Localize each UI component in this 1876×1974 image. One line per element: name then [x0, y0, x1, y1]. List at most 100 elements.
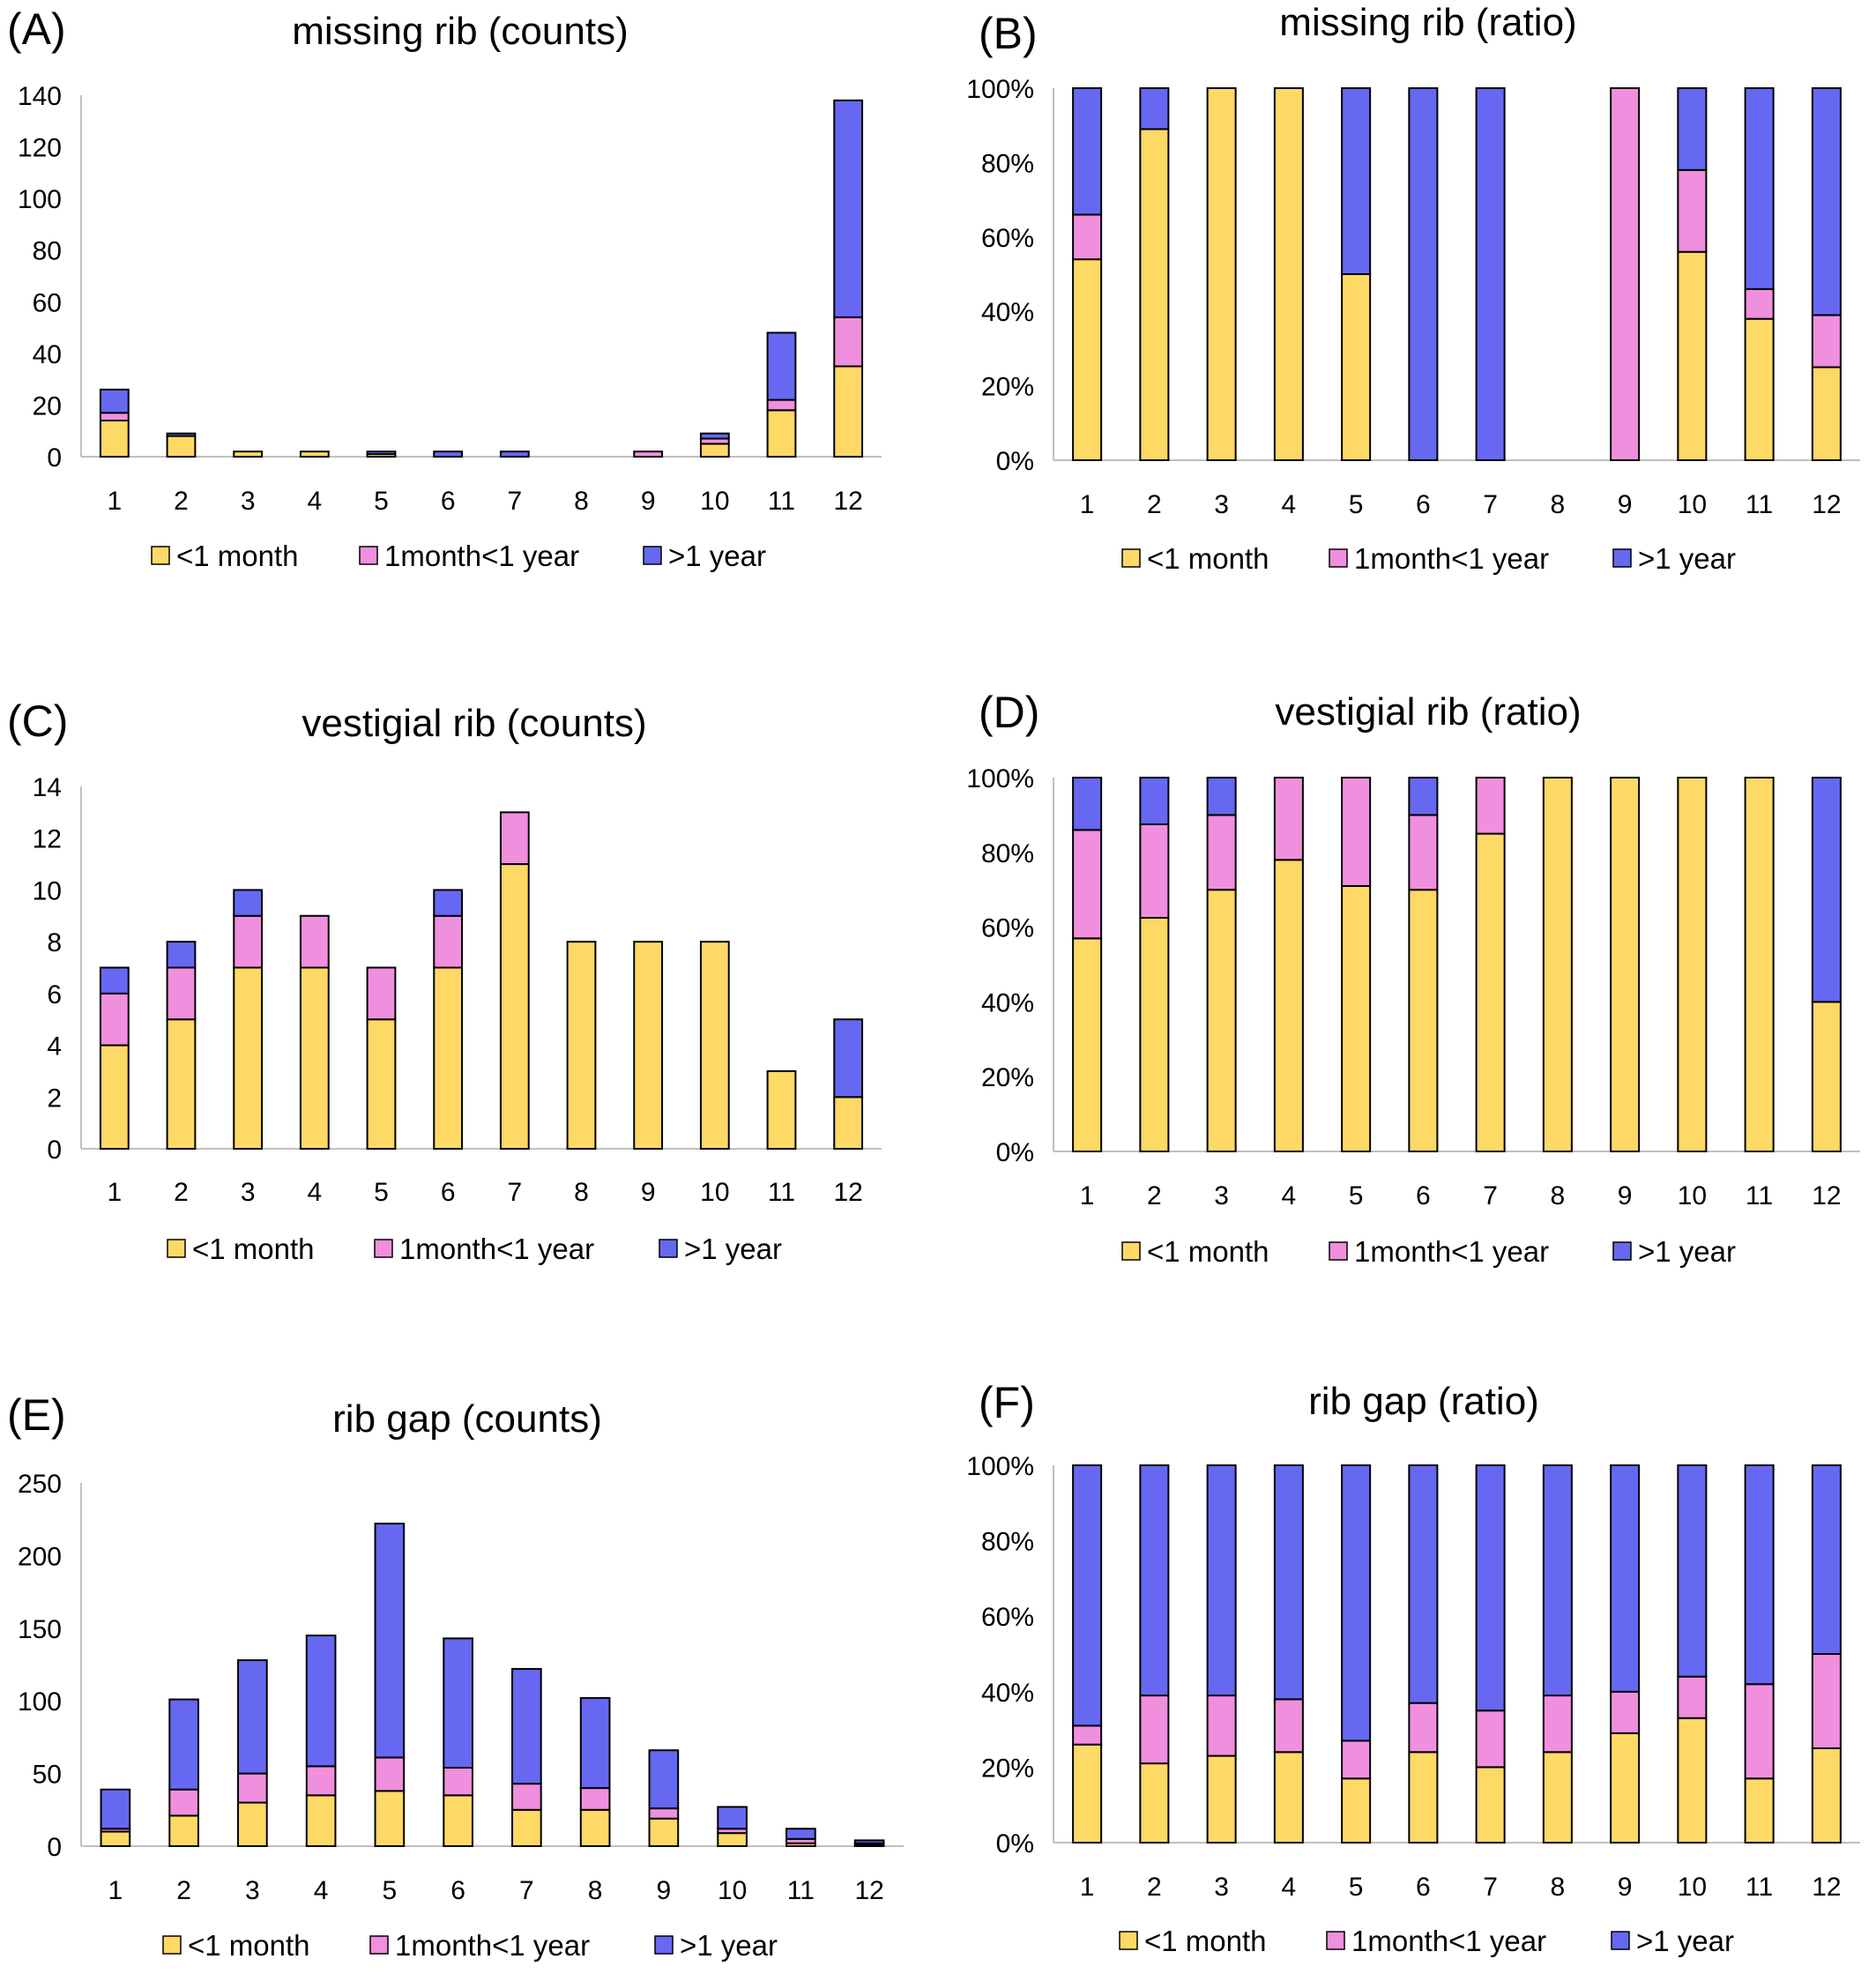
- bar-segment-2: [766, 399, 797, 412]
- y-tick-label: 20: [33, 391, 62, 421]
- bar-segment-3: [1139, 87, 1170, 130]
- y-tick-label: 6: [47, 980, 62, 1009]
- x-tick-label: 7: [519, 1876, 534, 1905]
- chart-title: vestigial rib (counts): [302, 702, 646, 745]
- y-tick-label: 0%: [996, 1138, 1034, 1167]
- bar-segment-2: [511, 1783, 542, 1811]
- bar-segment-1: [833, 365, 864, 458]
- bar-segment-3: [1139, 777, 1170, 825]
- bar-segment-2: [166, 966, 197, 1021]
- bar-segment-2: [633, 451, 664, 458]
- bar-segment-3: [1273, 1464, 1304, 1701]
- x-tick-label: 3: [1214, 1181, 1229, 1210]
- bar-segment-3: [166, 432, 197, 437]
- legend-swatch: [1326, 1931, 1345, 1950]
- legend-swatch: [654, 1935, 674, 1955]
- y-tick-label: 60%: [981, 1603, 1034, 1632]
- bar-segment-1: [1542, 777, 1573, 1152]
- x-tick-label: 7: [1483, 1181, 1498, 1210]
- bar-segment-1: [766, 409, 797, 458]
- bar-segment-2: [579, 1787, 611, 1811]
- x-tick-label: 1: [108, 1876, 123, 1905]
- bar-segment-1: [1341, 273, 1372, 461]
- y-tick-label: 50: [33, 1761, 62, 1790]
- bar-segment-2: [1610, 1690, 1641, 1734]
- panel-label: (B): [979, 9, 1038, 58]
- bar-segment-2: [237, 1772, 268, 1804]
- bar-segment-3: [1139, 1464, 1170, 1697]
- bar-segment-1: [1072, 1743, 1103, 1844]
- y-tick-label: 120: [18, 134, 62, 163]
- bar-segment-1: [511, 1808, 542, 1848]
- bar-segment-1: [366, 1018, 397, 1150]
- y-tick-label: 40%: [981, 298, 1034, 327]
- bar-segment-3: [853, 1839, 885, 1844]
- x-tick-label: 9: [641, 487, 656, 516]
- legend-swatch: [1121, 1241, 1141, 1261]
- x-tick-label: 5: [1349, 1181, 1364, 1210]
- y-tick-label: 100: [18, 185, 62, 214]
- bar-segment-2: [1408, 814, 1439, 891]
- legend-label: >1 year: [680, 1929, 778, 1962]
- bar-segment-1: [166, 435, 197, 458]
- bar-segment-3: [99, 388, 130, 414]
- bar-segment-2: [833, 316, 864, 368]
- x-tick-label: 2: [176, 1876, 191, 1905]
- bar-segment-3: [717, 1806, 748, 1830]
- bar-segment-3: [305, 1635, 337, 1768]
- x-tick-label: 8: [1551, 1181, 1566, 1210]
- bar-segment-2: [1408, 1702, 1439, 1754]
- bar-segment-3: [1341, 87, 1372, 275]
- x-tick-label: 5: [374, 1178, 389, 1207]
- bar-segment-1: [1610, 1732, 1641, 1844]
- legend-label: 1month<1 year: [395, 1929, 590, 1962]
- x-tick-label: 3: [241, 487, 256, 516]
- x-tick-label: 8: [1551, 490, 1566, 519]
- x-tick-label: 10: [1678, 1181, 1707, 1210]
- bar-segment-1: [699, 941, 730, 1150]
- x-tick-label: 10: [1678, 1873, 1707, 1902]
- bar-segment-3: [1475, 87, 1506, 461]
- bar-segment-1: [99, 1044, 130, 1150]
- chart-panel-1: (A) missing rib (counts)02040608010012014…: [7, 4, 882, 572]
- y-tick-label: 80%: [981, 839, 1034, 868]
- bar-segment-2: [1206, 1695, 1237, 1757]
- legend-swatch: [1329, 1241, 1348, 1261]
- x-tick-label: 9: [657, 1876, 672, 1905]
- bar-segment-3: [1206, 1464, 1237, 1697]
- bar-segment-1: [1072, 258, 1103, 461]
- bar-segment-2: [1811, 1653, 1842, 1749]
- x-tick-label: 12: [854, 1876, 883, 1905]
- bar-segment-2: [1677, 1675, 1708, 1719]
- bar-segment-1: [433, 966, 464, 1150]
- x-tick-label: 12: [833, 1178, 862, 1207]
- chart-title: missing rib (ratio): [1279, 1, 1576, 44]
- y-tick-label: 140: [18, 82, 62, 111]
- bar-segment-1: [648, 1817, 680, 1847]
- x-tick-label: 4: [1282, 1873, 1297, 1902]
- bar-segment-1: [1811, 1747, 1842, 1844]
- y-tick-label: 10: [33, 876, 62, 905]
- bar-segment-1: [1206, 889, 1237, 1152]
- bar-segment-1: [699, 443, 730, 458]
- bar-segment-1: [1744, 1777, 1775, 1844]
- bar-segment-3: [374, 1523, 406, 1759]
- x-tick-label: 6: [441, 487, 456, 516]
- legend-label: <1 month: [188, 1929, 310, 1962]
- bar-segment-2: [1139, 1695, 1170, 1765]
- bar-segment-2: [305, 1765, 337, 1797]
- x-tick-label: 10: [700, 487, 729, 516]
- bar-segment-1: [579, 1808, 611, 1848]
- x-tick-label: 7: [507, 1178, 522, 1207]
- legend-label: >1 year: [1636, 1925, 1734, 1957]
- x-tick-label: 6: [1416, 490, 1431, 519]
- y-tick-label: 40: [33, 340, 62, 369]
- x-tick-label: 1: [1080, 1873, 1095, 1902]
- chart-title: rib gap (counts): [332, 1397, 602, 1441]
- bar-segment-2: [1542, 1695, 1573, 1754]
- x-tick-label: 1: [107, 487, 122, 516]
- legend-swatch: [1121, 548, 1141, 568]
- bar-segment-1: [99, 420, 130, 458]
- x-tick-label: 2: [1147, 1181, 1162, 1210]
